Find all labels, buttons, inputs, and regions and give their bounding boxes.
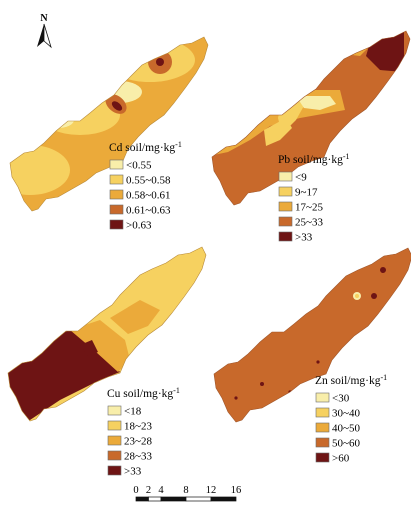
cu-legend-label: 23~28: [124, 436, 152, 448]
cd-legend-swatch: [109, 204, 124, 215]
pb-legend-swatch: [278, 171, 293, 182]
cu-legend-title: Cu soil/mg·kg-1: [107, 386, 180, 400]
pb-legend-swatch: [278, 216, 293, 227]
scale-bar-label: 0: [133, 485, 138, 496]
zn-legend-label: 30~40: [332, 408, 360, 420]
cu-legend-swatch: [107, 465, 122, 476]
pb-legend-label: >33: [295, 232, 313, 244]
cu-map-surface: [8, 247, 206, 421]
scale-bar: 0 2 4 8 12 16: [133, 485, 242, 502]
north-label: N: [40, 13, 48, 24]
zn-legend-label: >60: [332, 453, 350, 465]
legends: Cd soil/mg·kg-1 <0.55 0.55~0.58 0.58~0.61 0.…: [107, 140, 387, 478]
cd-legend-title: Cd soil/mg·kg-1: [109, 140, 182, 154]
scale-bar-segment: [148, 496, 162, 502]
pb-legend-label: 9~17: [295, 187, 318, 199]
cu-legend-label: 28~33: [124, 451, 152, 463]
cd-legend-swatch: [109, 189, 124, 200]
zn-map-surface: [214, 248, 411, 422]
scale-bar-label: 4: [158, 485, 164, 496]
cd-legend: Cd soil/mg·kg-1 <0.55 0.55~0.58 0.58~0.61 0.…: [109, 140, 182, 232]
cu-legend-swatch: [107, 435, 122, 446]
scale-bar-label: 12: [206, 485, 217, 496]
cd-legend-label: <0.55: [126, 160, 152, 172]
cu-legend-label: <18: [124, 406, 142, 418]
pb-legend-label: 25~33: [295, 217, 323, 229]
zn-legend-swatch: [315, 392, 330, 403]
pb-legend: Pb soil/mg·kg-1 <9 9~17 17~25 25~33 >33: [278, 152, 350, 244]
cu-legend-swatch: [107, 420, 122, 431]
cd-legend-label: >0.63: [126, 220, 152, 232]
cu-legend-swatch: [107, 450, 122, 461]
scale-bar-segment: [210, 496, 237, 502]
cd-legend-swatch: [109, 159, 124, 170]
north-arrow-icon: [37, 24, 44, 47]
pb-legend-swatch: [278, 201, 293, 212]
cd-legend-label: 0.55~0.58: [126, 175, 171, 187]
cu-legend: Cu soil/mg·kg-1 <18 18~23 23~28 28~33 >33: [107, 386, 180, 478]
cu-map: [7, 246, 207, 422]
cd-legend-swatch: [109, 219, 124, 230]
cu-legend-swatch: [107, 405, 122, 416]
pb-legend-swatch: [278, 231, 293, 242]
scale-bar-label: 16: [231, 485, 242, 496]
scale-bar-segment: [160, 496, 187, 502]
zn-legend-label: <30: [332, 393, 350, 405]
scale-bar-label: 2: [146, 485, 151, 496]
zn-legend-swatch: [315, 407, 330, 418]
pb-legend-swatch: [278, 186, 293, 197]
cd-legend-label: 0.61~0.63: [126, 205, 171, 217]
zn-legend-swatch: [315, 452, 330, 463]
zn-legend-title: Zn soil/mg·kg-1: [315, 373, 387, 387]
cd-legend-label: 0.58~0.61: [126, 190, 170, 202]
zn-legend: Zn soil/mg·kg-1 <30 30~40 40~50 50~60 >60: [315, 373, 387, 465]
scale-bar-segment: [185, 496, 212, 502]
zn-legend-swatch: [315, 437, 330, 448]
scale-bar-label: 8: [183, 485, 188, 496]
scale-bar-segment: [135, 496, 149, 502]
pb-legend-label: 17~25: [295, 202, 323, 214]
cu-legend-label: 18~23: [124, 421, 152, 433]
zn-map: [213, 247, 411, 423]
pb-legend-label: <9: [295, 172, 307, 184]
zn-legend-label: 40~50: [332, 423, 360, 435]
pb-legend-title: Pb soil/mg·kg-1: [278, 152, 350, 166]
zn-legend-swatch: [315, 422, 330, 433]
north-arrow: N: [37, 13, 52, 49]
cu-legend-label: >33: [124, 466, 142, 478]
cd-legend-swatch: [109, 174, 124, 185]
zn-legend-label: 50~60: [332, 438, 360, 450]
